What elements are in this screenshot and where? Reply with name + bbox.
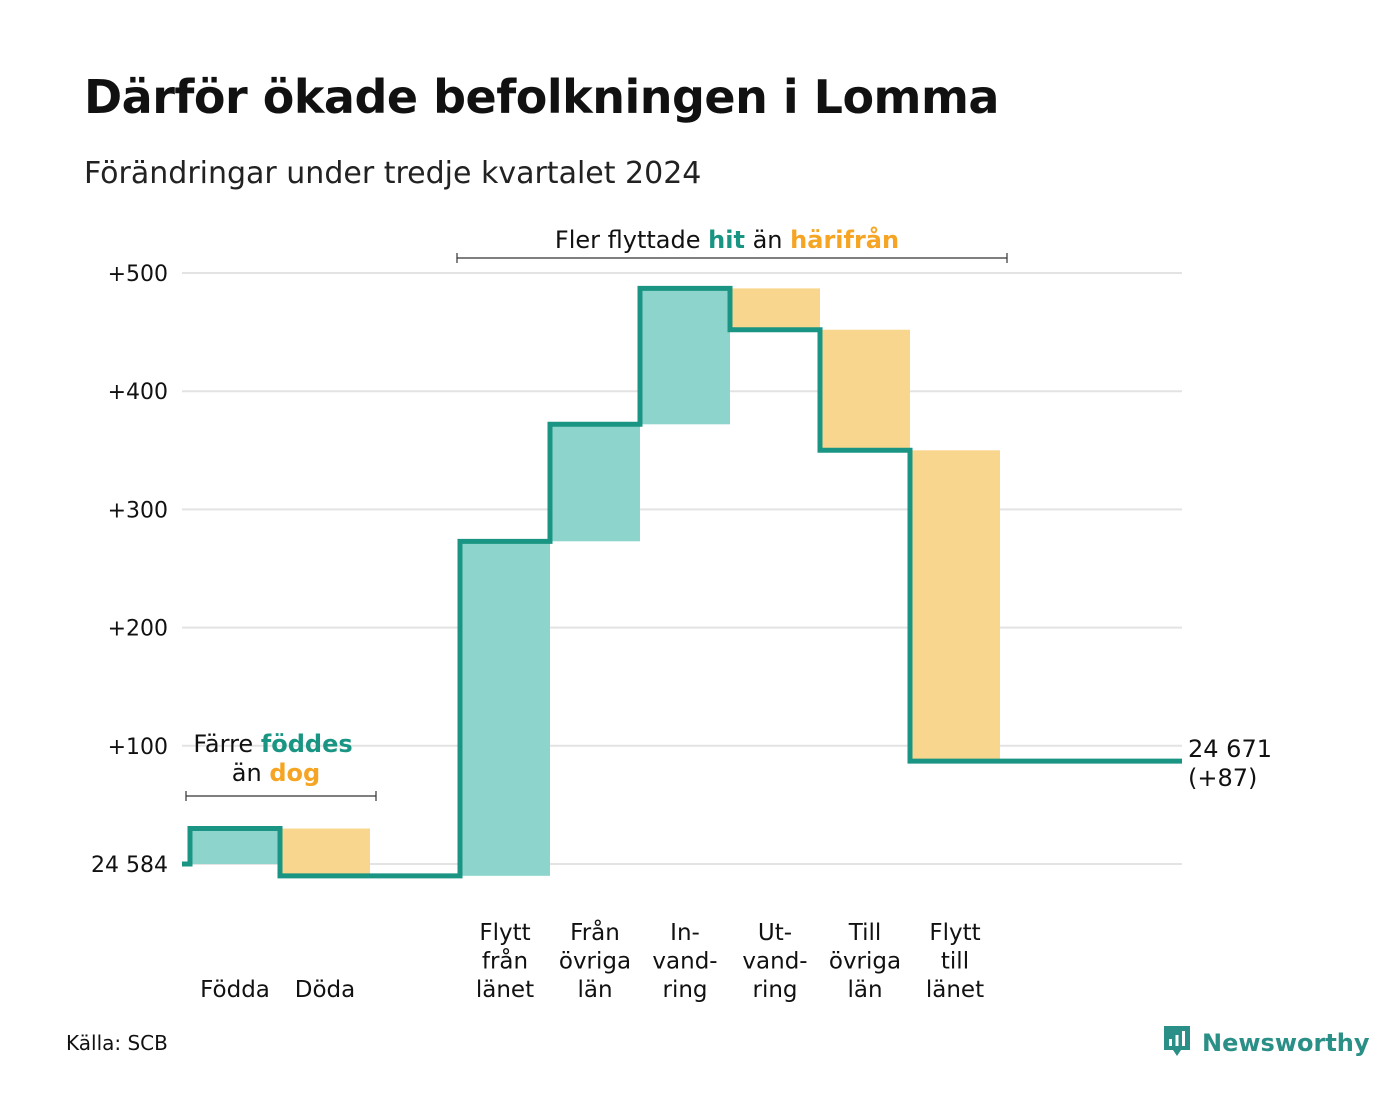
bar-doda xyxy=(280,828,370,876)
end-change-label: (+87) xyxy=(1188,764,1257,792)
migration-annotation-text: Fler flyttade hit än härifrån xyxy=(555,225,899,254)
bar-flytt-till-lanet xyxy=(910,450,1000,762)
y-tick-label: +200 xyxy=(108,617,168,642)
cumulative-step-line xyxy=(182,285,1182,879)
category-label-doda: Döda xyxy=(295,977,355,1003)
category-label-flytt-fran-lanet: från xyxy=(482,947,528,975)
category-label-fodda: Födda xyxy=(200,977,270,1003)
category-label-till-ovriga-lan: Till xyxy=(848,920,882,946)
newsworthy-logo-icon xyxy=(1162,1024,1192,1062)
births-annotation-bracket xyxy=(185,791,377,801)
end-total-label: 24 671 xyxy=(1188,735,1272,763)
chart-subtitle: Förändringar under tredje kvartalet 2024 xyxy=(84,156,702,191)
category-label-fran-ovriga-lan: Från xyxy=(570,918,620,946)
y-axis-ticks: 24 584 +100 +200 +300 +400 +500 xyxy=(91,262,168,878)
bar-till-ovriga-lan xyxy=(820,329,910,451)
bar-fran-ovriga-lan xyxy=(550,424,640,542)
category-label-invandring: In- xyxy=(670,920,700,946)
category-label-fran-ovriga-lan: övriga xyxy=(559,949,631,975)
chart-title: Därför ökade befolkningen i Lomma xyxy=(84,70,999,124)
category-label-flytt-fran-lanet: Flytt xyxy=(479,920,530,946)
migration-annotation: Fler flyttade hit än härifrån xyxy=(456,225,1008,263)
y-tick-baseline: 24 584 xyxy=(91,853,168,878)
category-label-flytt-till-lanet: länet xyxy=(926,977,984,1003)
category-label-flytt-till-lanet: Flytt xyxy=(929,920,980,946)
y-tick-label: +100 xyxy=(108,735,168,760)
y-tick-label: +300 xyxy=(108,498,168,523)
category-label-utvandring: Ut- xyxy=(758,920,792,946)
y-tick-label: +400 xyxy=(108,380,168,405)
births-annotation-line2: än dog xyxy=(232,759,320,787)
category-label-till-ovriga-lan: övriga xyxy=(829,949,901,975)
bar-flytt-fran-lanet xyxy=(460,541,550,876)
births-deaths-annotation: Färre föddes än dog xyxy=(185,730,377,801)
births-annotation-line1: Färre föddes xyxy=(193,730,352,758)
bar-utvandring xyxy=(730,288,820,330)
category-label-invandring: vand- xyxy=(652,949,717,975)
migration-annotation-bracket xyxy=(456,253,1008,263)
y-tick-label: +500 xyxy=(108,262,168,287)
bar-invandring xyxy=(640,288,730,425)
source-note: Källa: SCB xyxy=(66,1031,168,1055)
category-label-fran-ovriga-lan: län xyxy=(577,977,612,1003)
brand-logo: Newsworthy xyxy=(1162,1024,1370,1062)
category-label-till-ovriga-lan: län xyxy=(847,977,882,1003)
category-label-invandring: ring xyxy=(662,977,707,1003)
category-labels: Födda DödaFlyttfrånlänetFrånövrigalänIn-v… xyxy=(200,918,984,1003)
bar-fodda xyxy=(190,828,280,864)
category-label-flytt-till-lanet: till xyxy=(941,949,969,975)
category-label-flytt-fran-lanet: länet xyxy=(476,977,534,1003)
category-label-utvandring: ring xyxy=(752,977,797,1003)
brand-name: Newsworthy xyxy=(1202,1029,1370,1057)
bars xyxy=(190,288,1000,876)
category-label-utvandring: vand- xyxy=(742,949,807,975)
